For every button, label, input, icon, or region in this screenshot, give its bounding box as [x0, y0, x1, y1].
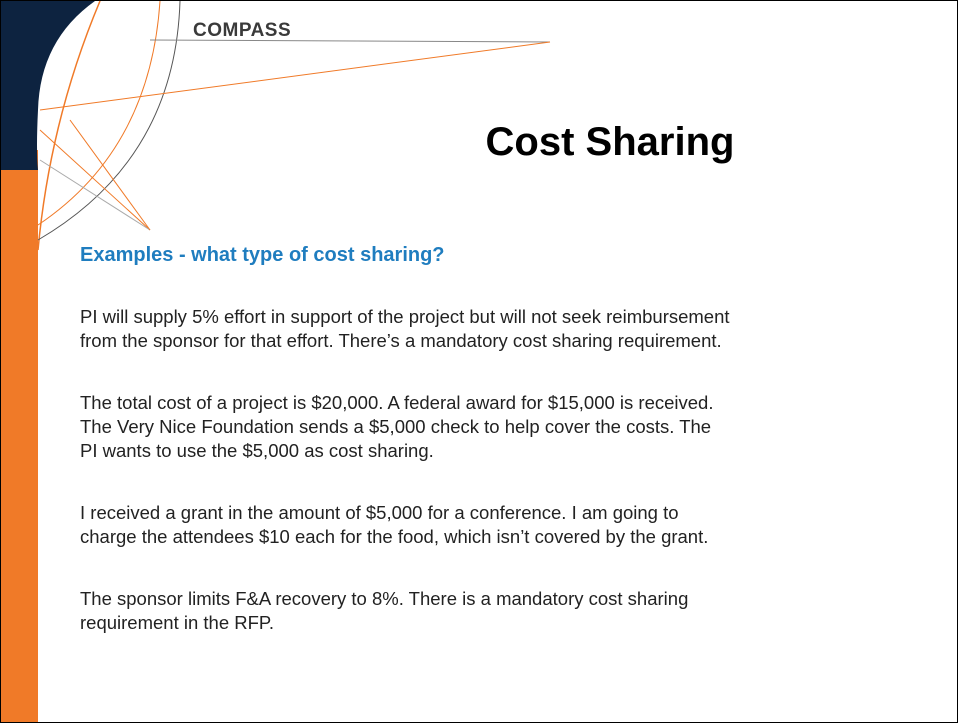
body: PI will supply 5% effort in support of t…	[80, 305, 940, 673]
text-line: The sponsor limits F&A recovery to 8%. T…	[80, 588, 689, 609]
text-line: I received a grant in the amount of $5,0…	[80, 502, 679, 523]
paragraph: The sponsor limits F&A recovery to 8%. T…	[80, 587, 940, 635]
line	[149, 39, 551, 43]
paragraph: PI will supply 5% effort in support of t…	[80, 305, 940, 353]
text-line: PI wants to use the $5,000 as cost shari…	[80, 440, 434, 461]
arc	[37, 0, 181, 241]
line	[39, 129, 151, 231]
subtitle: Examples - what type of cost sharing?	[80, 244, 445, 266]
line	[69, 119, 151, 231]
text-line: from the sponsor for that effort. There’…	[80, 330, 722, 351]
title: Cost Sharing	[485, 120, 735, 164]
paragraph: The total cost of a project is $20,000. …	[80, 391, 940, 463]
text-line: charge the attendees $10 each for the fo…	[80, 526, 709, 547]
text-line: requirement in the RFP.	[80, 612, 275, 633]
line	[39, 159, 151, 231]
arc	[37, 0, 161, 226]
text-line: The total cost of a project is $20,000. …	[80, 392, 714, 413]
orange-bar	[1, 150, 38, 722]
navy-arc	[1, 1, 95, 170]
line	[39, 41, 551, 111]
text-line: The Very Nice Foundation sends a $5,000 …	[80, 416, 712, 437]
arc	[37, 0, 101, 251]
paragraph: I received a grant in the amount of $5,0…	[80, 501, 940, 549]
logo: COMPASS	[193, 20, 292, 41]
text-line: PI will supply 5% effort in support of t…	[80, 306, 730, 327]
